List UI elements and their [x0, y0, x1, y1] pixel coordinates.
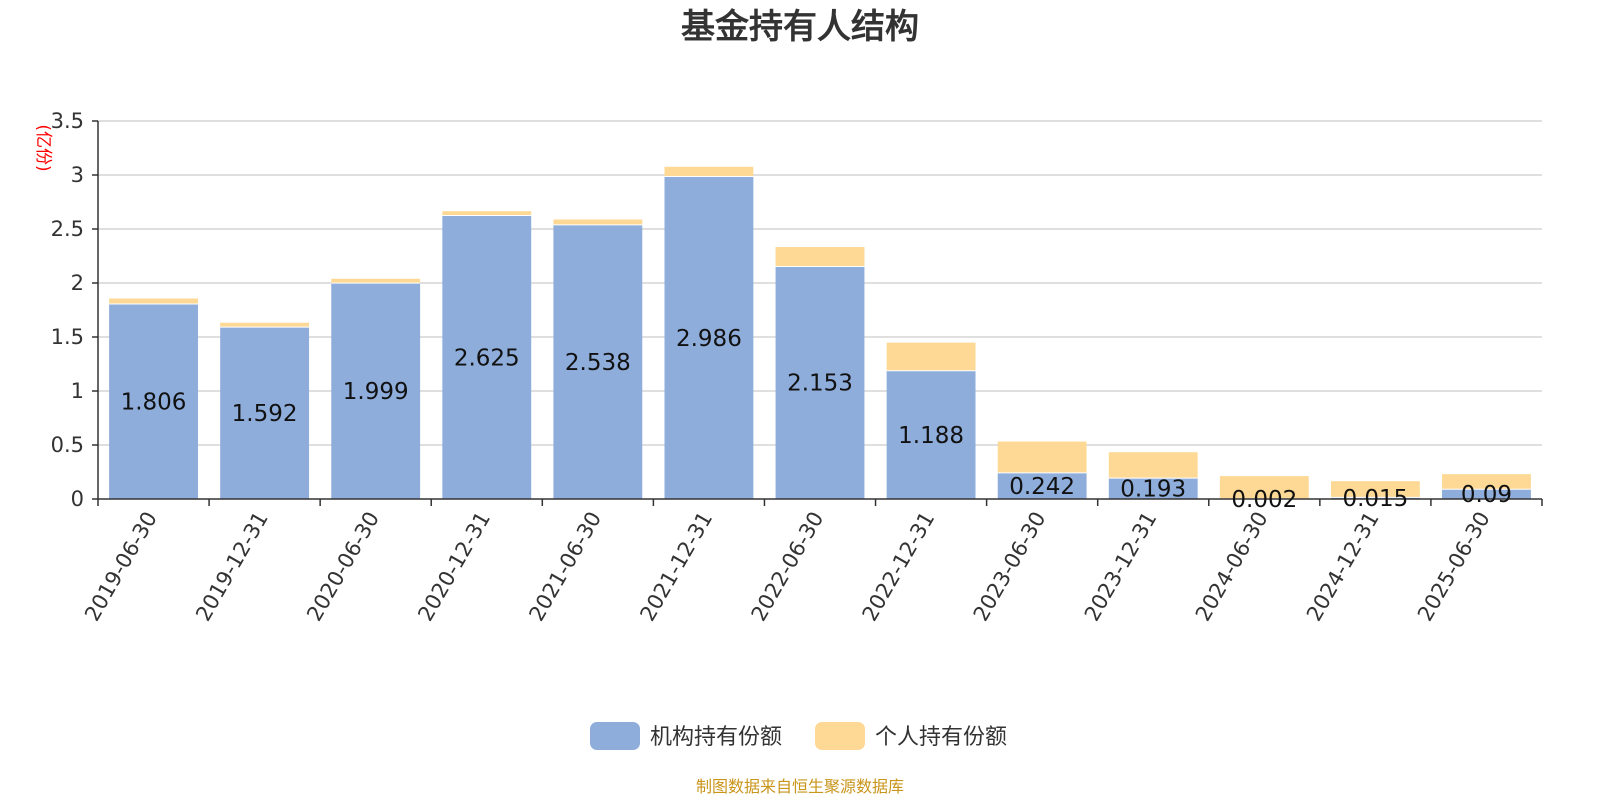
bar-value-label: 2.153 — [787, 371, 853, 397]
x-tick-label: 2019-12-31 — [191, 508, 273, 626]
bar-institutional — [1108, 478, 1198, 499]
x-tick-label: 2023-12-31 — [1080, 508, 1162, 626]
bar-individual — [664, 166, 754, 177]
bar-value-label: 0.09 — [1461, 482, 1512, 508]
bar-institutional — [109, 303, 198, 499]
x-tick-label: 2019-06-30 — [80, 508, 162, 626]
bar-labels: 1.806 1.592 1.999 2.625 2.538 2.986 2.153 1.188… — [121, 326, 1512, 513]
bar-institutional — [553, 224, 643, 499]
bar-individual — [1219, 476, 1309, 499]
bar-individual — [886, 342, 976, 371]
bar-institutional — [331, 283, 421, 499]
x-tick-label: 2023-06-30 — [969, 508, 1051, 626]
source-note: 制图数据来自恒生聚源数据库 — [696, 777, 904, 796]
bar-institutional — [664, 176, 754, 499]
chart-title: 基金持有人结构 — [681, 7, 919, 47]
bar-value-label: 1.999 — [343, 379, 409, 405]
bar-value-label: 1.806 — [121, 389, 187, 415]
legend-label-institutional[interactable]: 机构持有份额 — [650, 725, 782, 750]
bar-institutional — [886, 370, 976, 499]
x-tick-label: 2020-06-30 — [302, 508, 384, 626]
bar-value-label: 0.242 — [1009, 474, 1075, 500]
x-tick-label: 2021-12-31 — [635, 508, 717, 626]
y-tick-label: 0 — [71, 487, 84, 511]
legend-swatch-institutional[interactable] — [590, 722, 640, 750]
bar-value-label: 1.188 — [898, 423, 964, 449]
bar-value-label: 0.002 — [1231, 487, 1297, 513]
y-tick-label: 3 — [71, 163, 84, 187]
legend-label-individual[interactable]: 个人持有份额 — [875, 725, 1007, 750]
y-tick-label: 2 — [71, 271, 84, 295]
bar-individual — [553, 219, 643, 225]
bar-value-label: 2.986 — [676, 326, 742, 352]
bar-institutional — [220, 327, 310, 499]
bar-institutional — [1442, 489, 1531, 499]
y-tick-label: 3.5 — [51, 109, 84, 133]
x-tick-label: 2024-06-30 — [1191, 508, 1273, 626]
y-tick-label: 2.5 — [51, 217, 84, 241]
x-tick-label: 2022-12-31 — [858, 508, 940, 626]
x-tick-label: 2024-12-31 — [1302, 508, 1384, 626]
legend[interactable]: 机构持有份额 个人持有份额 — [590, 722, 1007, 750]
bar-institutional — [442, 215, 532, 499]
bar-value-label: 2.538 — [565, 350, 631, 376]
bar-individual — [109, 298, 198, 304]
bars — [109, 166, 1531, 500]
bar-individual — [1442, 474, 1531, 490]
bar-value-label: 0.015 — [1342, 486, 1408, 512]
bar-individual — [997, 441, 1087, 473]
legend-swatch-individual[interactable] — [815, 722, 865, 750]
bar-individual — [220, 322, 310, 328]
bar-value-label: 1.592 — [232, 401, 298, 427]
bar-individual — [1108, 452, 1198, 479]
bar-value-label: 0.193 — [1120, 477, 1186, 503]
y-tick-label: 1 — [71, 379, 84, 403]
bar-individual — [331, 278, 421, 284]
x-tick-label: 2025-06-30 — [1413, 508, 1495, 626]
bar-individual — [1330, 481, 1420, 498]
bar-institutional — [1330, 497, 1420, 499]
y-tick-label: 0.5 — [51, 433, 84, 457]
bar-individual — [442, 211, 532, 216]
x-tick-label: 2021-06-30 — [524, 508, 606, 626]
y-tick-label: 1.5 — [51, 325, 84, 349]
x-tick-label: 2022-06-30 — [747, 508, 829, 626]
bar-value-label: 2.625 — [454, 345, 520, 371]
x-tick-label: 2020-12-31 — [413, 508, 495, 626]
bar-institutional — [775, 266, 865, 499]
bar-institutional — [997, 472, 1087, 499]
bar-individual — [775, 247, 865, 267]
y-axis-unit: (亿份) — [33, 124, 53, 171]
